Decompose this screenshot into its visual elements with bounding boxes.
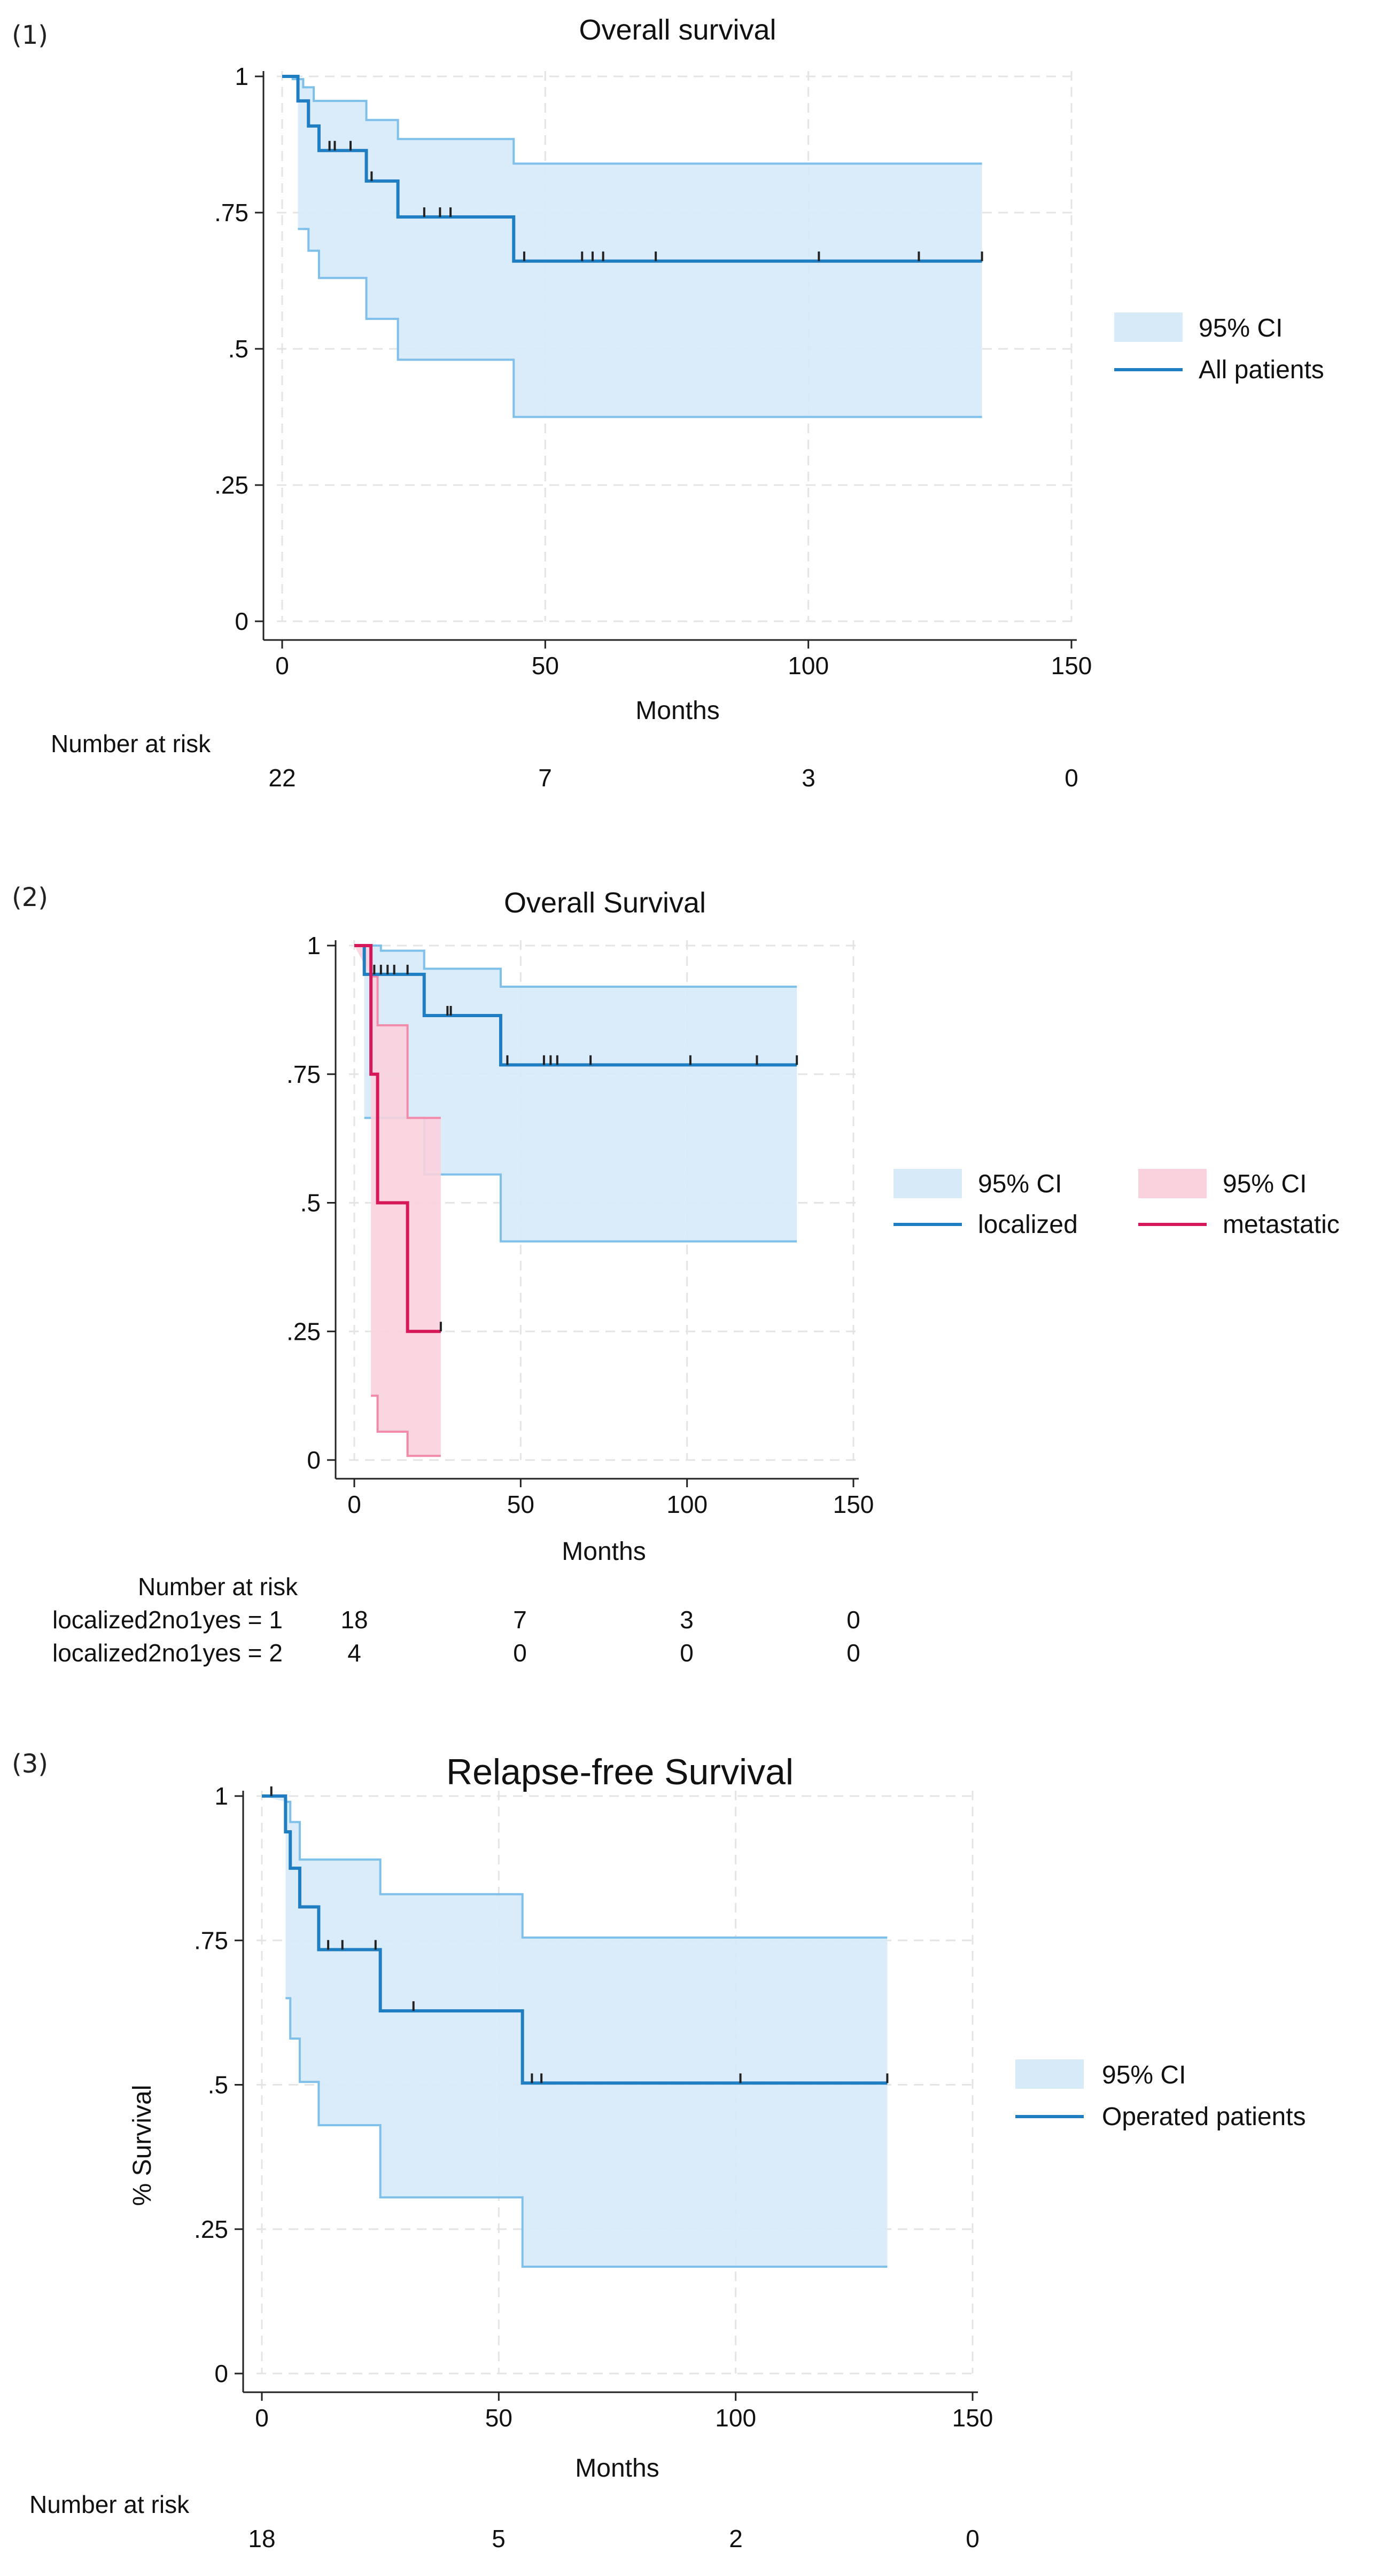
panel-3-title: Relapse-free Survival [446,1752,794,1792]
legend-swatch-ci-red [1138,1169,1207,1198]
panel-1-title: Overall survival [579,14,776,46]
panel-3: (3) Relapse-free Survival 0 50 100 1500.25.… [12,1749,1306,2552]
panel-1-ci-lower-line [298,228,982,418]
panel-2-ci-upper-line [354,944,797,988]
panel-2-y-tick-label: 0 [307,1446,321,1474]
panel-1-y-tick-label: .25 [214,471,248,499]
panel-2-label: (2) [12,883,48,912]
panel-2-legend-ci-blue: 95% CI [978,1170,1062,1198]
panel-2-risk-value: 3 [680,1606,694,1634]
legend-swatch-ci-blue [1015,2059,1084,2089]
panel-3-x-tick-label: 50 [485,2404,512,2432]
panel-2-legend: 95% CI 95% CI localized metastatic [893,1169,1340,1239]
panel-3-risk-value: 5 [492,2525,506,2552]
panel-1-risk-value: 3 [802,764,815,792]
panel-2-risk-row-label: localized2no1yes = 2 [52,1639,283,1667]
panel-1-legend-ci: 95% CI [1199,314,1283,342]
panel-2-ci-band-localized [354,946,797,1242]
panel-1-y-tick-label: 0 [235,607,248,635]
panel-2-risk-value: 4 [347,1639,361,1667]
panel-3-y-tick-label: .5 [208,2071,228,2099]
panel-2-plot-area: 0 50 100 150 0 .25 .5 .75 1 [286,932,874,1518]
panel-3-legend-ci: 95% CI [1102,2061,1186,2089]
panel-3-ci-band-operated-patients [262,1796,888,2267]
panel-2-x-tick-label: 50 [507,1490,534,1518]
panel-2-y-tick-label: 1 [307,932,321,959]
panel-1-ci-upper-line [282,75,982,165]
panel-2-x-tick-label: 150 [833,1490,874,1518]
panel-3-legend: 95% CI Operated patients [1015,2059,1306,2131]
legend-swatch-ci-blue [1114,313,1183,342]
panel-3-x-axis-label: Months [575,2454,659,2483]
panel-1-risk-value: 22 [268,764,296,792]
panel-3-risk-value: 18 [248,2525,275,2552]
panel-1-x-tick-label: 0 [275,652,289,680]
panel-2-x-axis-label: Months [562,1537,646,1566]
panel-1-risk-value: 7 [538,764,552,792]
panel-1-y-tick-label: 1 [235,63,248,90]
panel-3-risk-header: Number at risk [29,2491,190,2518]
panel-3-survival-curve-operated-patients [262,1794,888,2085]
panel-2-risk-row-label: localized2no1yes = 1 [52,1606,283,1634]
panel-2-ci-lower-line [371,1394,441,1457]
panel-3-x-tick-label: 0 [255,2404,269,2432]
panel-3-y-tick-label: .25 [194,2215,228,2243]
panel-3-ci-lower-line [285,1997,888,2268]
panel-1-y-tick-label: .75 [214,199,248,227]
panel-2-risk-value: 0 [680,1639,694,1667]
panel-1-label: (1) [12,20,48,50]
panel-1-plot-area: 0 50 100 150 0 .25 .5 .75 1 [214,63,1092,680]
panel-3-y-tick-label: 1 [214,1782,228,1810]
panel-3-y-axis-label: % Survival [128,2085,157,2206]
panel-1-legend: 95% CI All patients [1114,313,1324,384]
panel-1-ci-band-all-patients [282,76,982,417]
panel-2-x-tick-label: 0 [347,1490,361,1518]
panel-2-x-tick-label: 100 [666,1490,708,1518]
panel-3-y-tick-label: 0 [214,2360,228,2387]
legend-swatch-ci-blue [893,1169,962,1198]
panel-2-risk-value: 18 [340,1606,368,1634]
panel-3-label: (3) [12,1749,48,1779]
panel-1-risk-header: Number at risk [51,730,211,758]
panel-2: (2) Overall Survival 0 50 100 1500.25.5.751… [12,883,1340,1667]
panel-2-risk-value: 0 [846,1639,860,1667]
panel-2-survival-curve-localized [354,944,797,1067]
panel-1-x-tick-label: 50 [532,652,559,680]
panel-3-legend-series: Operated patients [1102,2103,1306,2131]
panel-1-risk-value: 0 [1065,764,1078,792]
panel-2-risk-value: 7 [513,1606,527,1634]
panel-2-risk-value: 0 [513,1639,527,1667]
panel-2-y-tick-label: .25 [286,1317,321,1345]
panel-2-survival-curve-metastatic [354,944,441,1333]
panel-3-x-tick-label: 100 [715,2404,756,2432]
panel-1-x-tick-label: 100 [788,652,829,680]
panel-3-x-tick-label: 150 [952,2404,993,2432]
panel-2-legend-metastatic: metastatic [1223,1211,1340,1239]
panel-1-legend-series: All patients [1199,356,1324,384]
panel-1: (1) Overall survival 0 50 100 150 0 .25 .5 .75 1… [12,14,1324,792]
panel-3-risk-value: 2 [729,2525,743,2552]
panel-2-legend-localized: localized [978,1211,1078,1239]
panel-3-risk-value: 0 [966,2525,980,2552]
panel-2-title: Overall Survival [504,887,706,919]
panel-2-risk-value: 0 [846,1606,860,1634]
panel-1-survival-curve-all-patients [282,75,982,263]
panel-1-x-tick-label: 150 [1051,652,1092,680]
panel-1-x-axis-label: Months [635,697,719,725]
panel-2-y-tick-label: .5 [300,1189,321,1217]
panel-2-legend-ci-red: 95% CI [1223,1170,1307,1198]
panel-1-y-tick-label: .5 [228,335,248,363]
panel-3-y-tick-label: .75 [194,1926,228,1954]
panel-3-plot-area: 0 50 100 150 0 .25 .5 .75 1 [194,1782,993,2432]
panel-2-y-tick-label: .75 [286,1060,321,1088]
panel-2-risk-header: Number at risk [138,1573,298,1601]
